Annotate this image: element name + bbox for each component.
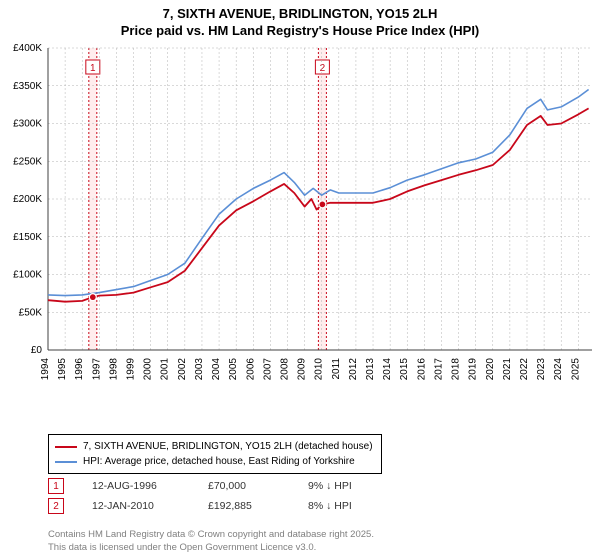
svg-text:2000: 2000 (143, 358, 154, 381)
chart-area: 1 2 £0 £50K £100K £150K £200K £250K £300K £350K £4… (0, 44, 600, 404)
svg-text:2007: 2007 (262, 358, 273, 381)
svg-text:2012: 2012 (348, 358, 359, 381)
title-line-1: 7, SIXTH AVENUE, BRIDLINGTON, YO15 2LH (0, 6, 600, 23)
event-price-1: £70,000 (208, 480, 280, 492)
svg-text:2017: 2017 (433, 358, 444, 381)
svg-text:2001: 2001 (160, 358, 171, 381)
svg-text:£300K: £300K (13, 119, 42, 130)
title-block: 7, SIXTH AVENUE, BRIDLINGTON, YO15 2LH P… (0, 0, 600, 40)
svg-text:2023: 2023 (536, 358, 547, 381)
svg-text:2008: 2008 (279, 358, 290, 381)
svg-text:1999: 1999 (126, 358, 137, 381)
legend-swatch-subject (55, 446, 77, 448)
svg-text:2005: 2005 (228, 358, 239, 381)
svg-text:2022: 2022 (519, 358, 530, 381)
event-date-2: 12-JAN-2010 (92, 500, 180, 512)
chart-svg: 1 2 £0 £50K £100K £150K £200K £250K £300K £350K £4… (0, 44, 600, 404)
svg-text:£250K: £250K (13, 156, 42, 167)
footer: Contains HM Land Registry data © Crown c… (48, 529, 374, 554)
footer-line-1: Contains HM Land Registry data © Crown c… (48, 529, 374, 541)
svg-text:£150K: £150K (13, 232, 42, 243)
svg-text:2004: 2004 (211, 358, 222, 381)
sale-events: 1 12-AUG-1996 £70,000 9% ↓ HPI 2 12-JAN-… (48, 478, 408, 518)
legend: 7, SIXTH AVENUE, BRIDLINGTON, YO15 2LH (… (48, 434, 382, 474)
chart-container: 7, SIXTH AVENUE, BRIDLINGTON, YO15 2LH P… (0, 0, 600, 560)
svg-text:2015: 2015 (399, 358, 410, 381)
svg-text:2014: 2014 (382, 358, 393, 381)
svg-text:2018: 2018 (451, 358, 462, 381)
svg-text:2002: 2002 (177, 358, 188, 381)
svg-text:£400K: £400K (13, 44, 42, 54)
svg-text:2006: 2006 (245, 358, 256, 381)
svg-text:2021: 2021 (502, 358, 513, 381)
svg-text:2009: 2009 (297, 358, 308, 381)
svg-text:£200K: £200K (13, 194, 42, 205)
svg-text:1997: 1997 (91, 358, 102, 381)
footer-line-2: This data is licensed under the Open Gov… (48, 542, 374, 554)
event-delta-2: 8% ↓ HPI (308, 500, 408, 512)
event-row-1: 1 12-AUG-1996 £70,000 9% ↓ HPI (48, 478, 408, 494)
svg-text:2003: 2003 (194, 358, 205, 381)
legend-label-subject: 7, SIXTH AVENUE, BRIDLINGTON, YO15 2LH (… (83, 439, 373, 454)
svg-text:£350K: £350K (13, 81, 42, 92)
svg-text:1994: 1994 (40, 358, 51, 381)
svg-text:2020: 2020 (485, 358, 496, 381)
legend-item-hpi: HPI: Average price, detached house, East… (55, 454, 373, 469)
svg-text:£50K: £50K (19, 307, 43, 318)
event-row-2: 2 12-JAN-2010 £192,885 8% ↓ HPI (48, 498, 408, 514)
svg-text:2025: 2025 (570, 358, 581, 381)
svg-text:2010: 2010 (314, 358, 325, 381)
title-line-2: Price paid vs. HM Land Registry's House … (0, 23, 600, 40)
event-delta-1: 9% ↓ HPI (308, 480, 408, 492)
event-marker-2: 2 (48, 498, 64, 514)
svg-text:2019: 2019 (468, 358, 479, 381)
svg-text:2013: 2013 (365, 358, 376, 381)
legend-swatch-hpi (55, 461, 77, 463)
svg-text:£100K: £100K (13, 270, 42, 281)
svg-text:2016: 2016 (416, 358, 427, 381)
legend-item-subject: 7, SIXTH AVENUE, BRIDLINGTON, YO15 2LH (… (55, 439, 373, 454)
svg-text:2: 2 (320, 63, 326, 74)
svg-text:2011: 2011 (331, 358, 342, 380)
svg-text:1995: 1995 (57, 358, 68, 381)
svg-text:2024: 2024 (553, 358, 564, 381)
svg-text:1: 1 (90, 63, 96, 74)
svg-text:£0: £0 (31, 345, 43, 356)
legend-label-hpi: HPI: Average price, detached house, East… (83, 454, 355, 469)
event-date-1: 12-AUG-1996 (92, 480, 180, 492)
event-marker-1: 1 (48, 478, 64, 494)
event-price-2: £192,885 (208, 500, 280, 512)
svg-text:1996: 1996 (74, 358, 85, 381)
svg-text:1998: 1998 (108, 358, 119, 381)
